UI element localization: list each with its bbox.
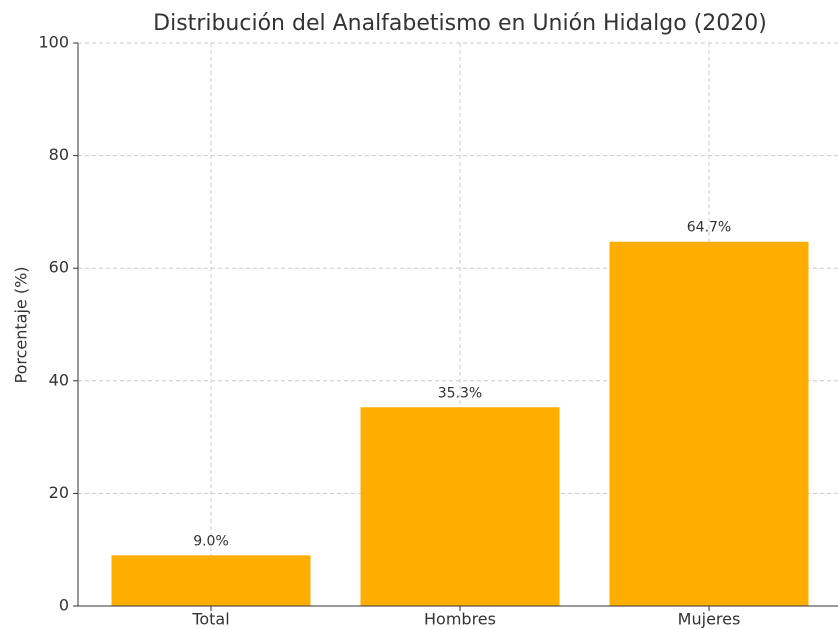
x-tick-label: Hombres (424, 610, 496, 629)
bar (609, 241, 809, 606)
chart-title: Distribución del Analfabetismo en Unión … (153, 11, 767, 36)
x-tick-label: Mujeres (678, 610, 741, 629)
y-tick-label: 40 (49, 370, 69, 389)
data-label: 9.0% (193, 533, 229, 549)
bar (360, 407, 560, 606)
y-tick-label: 0 (59, 596, 69, 615)
x-tick-label: Total (191, 610, 229, 629)
bar (111, 555, 311, 606)
y-tick-label: 20 (49, 483, 69, 502)
y-tick-label: 100 (38, 33, 69, 52)
y-axis-label: Porcentaje (%) (12, 266, 31, 383)
y-tick-label: 80 (49, 145, 69, 164)
data-label: 35.3% (438, 385, 482, 401)
y-tick-label: 60 (49, 258, 69, 277)
data-label: 64.7% (687, 220, 731, 236)
